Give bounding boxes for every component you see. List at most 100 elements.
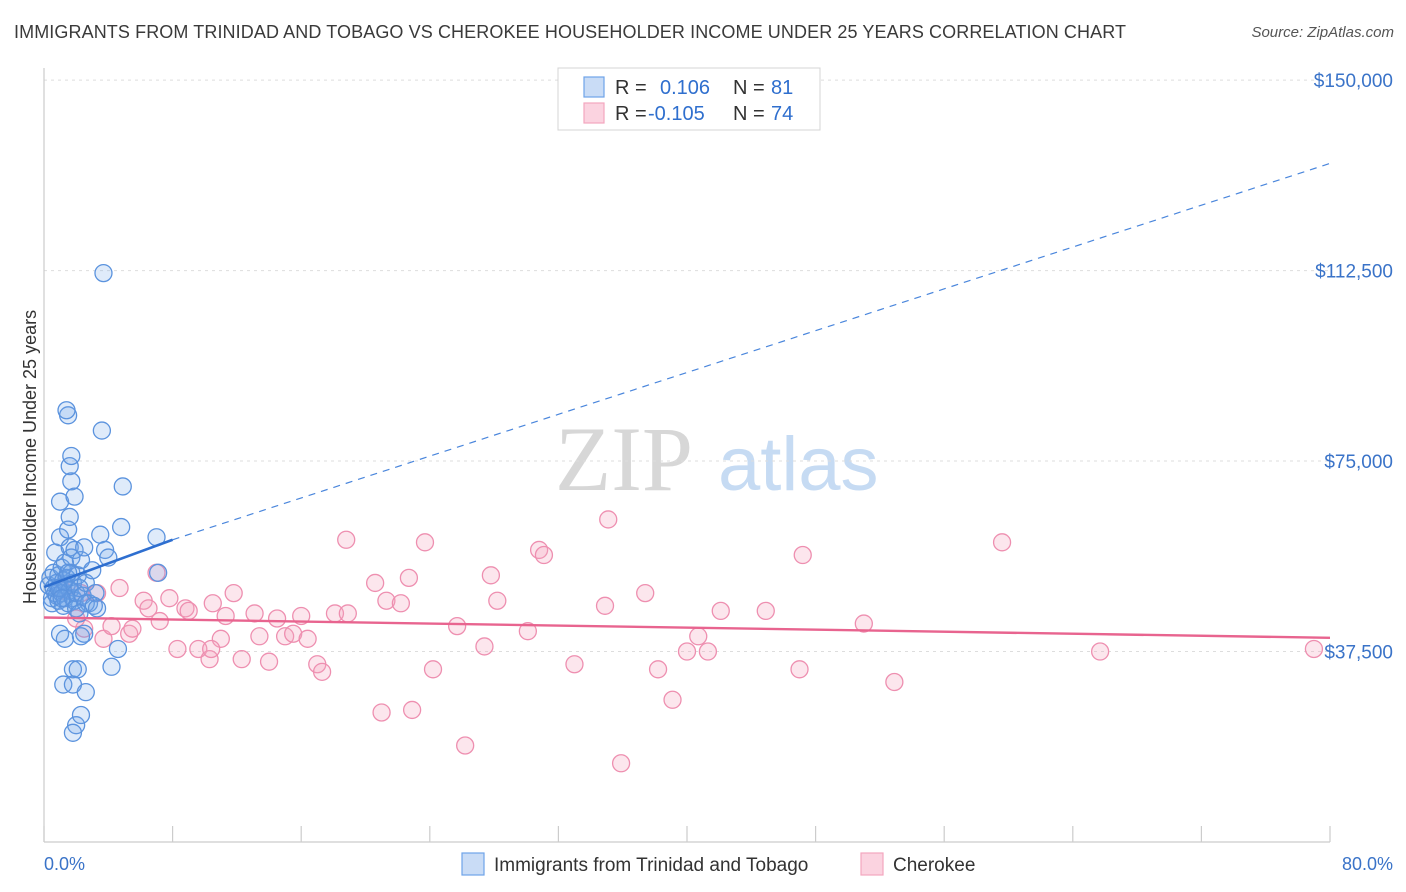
- cherokee-point: [377, 591, 396, 610]
- x-tick-label-min: 0.0%: [44, 854, 85, 874]
- trinidad-point: [68, 660, 87, 679]
- cherokee-point: [232, 649, 251, 669]
- stats-r-value-pink: -0.105: [648, 103, 705, 125]
- cherokee-point: [224, 583, 243, 603]
- trinidad-points: [39, 263, 168, 742]
- cherokee-point: [338, 604, 357, 623]
- cherokee-point: [365, 573, 385, 593]
- legend-swatch-cherokee: [860, 852, 884, 876]
- cherokee-point: [176, 599, 195, 618]
- cherokee-point: [110, 578, 129, 598]
- cherokee-point: [139, 599, 158, 618]
- watermark-atlas: atlas: [718, 422, 879, 507]
- trinidad-point: [60, 507, 79, 527]
- cherokee-point: [885, 672, 904, 692]
- trinidad-point: [65, 487, 84, 506]
- trinidad-point: [94, 263, 113, 283]
- stats-box: R = 0.106 N = 81 R = -0.105 N = 74: [557, 67, 821, 131]
- stats-swatch-blue: [583, 76, 605, 98]
- trinidad-point: [71, 627, 91, 646]
- cherokee-point: [636, 583, 655, 603]
- trinidad-point: [108, 639, 128, 659]
- legend-label-cherokee: Cherokee: [893, 855, 975, 876]
- trinidad-point: [91, 525, 110, 544]
- trinidad-point: [84, 596, 103, 615]
- cherokee-point: [663, 690, 682, 709]
- cherokee-point: [1304, 639, 1324, 659]
- cherokee-point: [168, 639, 187, 659]
- cherokee-point: [259, 652, 279, 671]
- cherokee-point: [475, 637, 494, 656]
- trinidad-point: [75, 624, 94, 643]
- trinidad-trend-extension: [172, 162, 1331, 541]
- stats-r-label-blue: R =: [615, 77, 647, 99]
- cherokee-point: [399, 568, 419, 588]
- trinidad-point: [113, 477, 132, 496]
- cherokee-point: [456, 736, 475, 755]
- trinidad-point: [76, 683, 95, 702]
- cherokee-point: [481, 566, 501, 585]
- cherokee-point: [160, 589, 179, 608]
- stats-swatch-pink: [583, 102, 605, 124]
- cherokee-point: [298, 629, 317, 648]
- cherokee-point: [372, 703, 391, 722]
- cherokee-point: [599, 510, 618, 529]
- cherokee-points: [54, 510, 1324, 773]
- cherokee-point: [447, 616, 467, 636]
- legend: Immigrants from Trinidad and Tobago Cher…: [461, 852, 975, 876]
- watermark-zip: ZIP: [555, 408, 693, 510]
- y-axis-tick-labels: $37,500 $75,000 $112,500 $150,000: [1314, 71, 1393, 663]
- legend-label-trinidad: Immigrants from Trinidad and Tobago: [494, 855, 808, 876]
- cherokee-trend-line: [43, 616, 1331, 640]
- cherokee-point: [391, 594, 411, 613]
- cherokee-point: [611, 754, 631, 773]
- trinidad-point: [92, 421, 112, 440]
- cherokee-point: [423, 660, 443, 679]
- trinidad-point: [112, 517, 131, 537]
- cherokee-point: [677, 642, 697, 661]
- cherokee-point: [595, 596, 615, 615]
- source-label: Source: ZipAtlas.com: [1251, 24, 1394, 41]
- cherokee-point: [415, 533, 435, 552]
- trinidad-point: [63, 723, 83, 742]
- trinidad-point: [70, 604, 89, 623]
- cherokee-point: [790, 660, 809, 679]
- cherokee-point: [689, 627, 708, 646]
- cherokee-point: [756, 601, 775, 621]
- stats-r-label-pink: R =: [615, 103, 647, 125]
- cherokee-point: [150, 611, 169, 631]
- x-tick-label-max: 80.0%: [1342, 854, 1393, 874]
- y-tick-label: $150,000: [1314, 71, 1393, 92]
- cherokee-point: [1090, 642, 1110, 661]
- cherokee-point: [402, 700, 422, 720]
- cherokee-point: [284, 624, 303, 643]
- trinidad-point: [54, 675, 73, 694]
- cherokee-point: [123, 619, 142, 638]
- trend-lines: [43, 162, 1331, 640]
- x-axis-ticks: [43, 826, 1331, 842]
- cherokee-point: [312, 662, 332, 681]
- cherokee-point: [648, 660, 668, 679]
- cherokee-point: [711, 601, 730, 621]
- trinidad-point: [71, 705, 91, 725]
- cherokee-point: [534, 545, 554, 565]
- cherokee-point: [518, 622, 538, 641]
- stats-n-label-blue: N =: [733, 77, 765, 99]
- cherokee-point: [292, 606, 311, 626]
- gridlines: [44, 79, 1330, 653]
- cherokee-point: [854, 614, 873, 633]
- legend-swatch-trinidad: [461, 852, 485, 876]
- stats-n-label-pink: N =: [733, 103, 765, 125]
- trinidad-point: [57, 401, 76, 420]
- cherokee-point: [245, 604, 264, 623]
- cherokee-point: [102, 616, 121, 636]
- cherokee-point: [698, 642, 718, 661]
- cherokee-point: [179, 601, 198, 621]
- trinidad-point: [55, 629, 75, 648]
- trinidad-point: [87, 599, 107, 618]
- cherokee-point: [793, 545, 812, 565]
- cherokee-point: [267, 609, 287, 628]
- y-tick-label: $37,500: [1324, 643, 1393, 664]
- y-axis-label: Householder Income Under 25 years: [20, 310, 40, 604]
